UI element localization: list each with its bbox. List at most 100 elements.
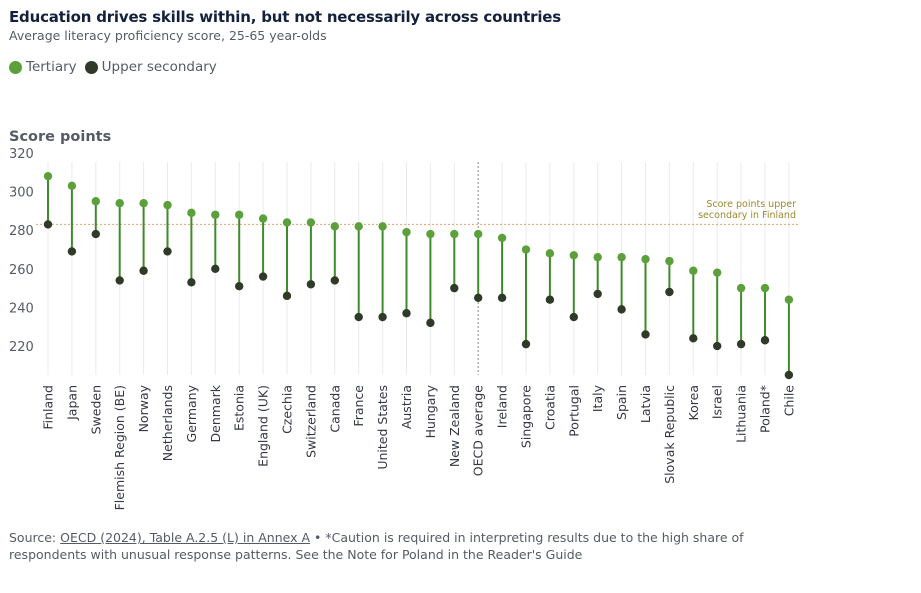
x-tick-label: France xyxy=(351,385,366,427)
x-tick-label: Chile xyxy=(781,385,796,417)
x-tick-label: Sweden xyxy=(88,385,103,434)
x-tick-label: Italy xyxy=(590,384,605,412)
x-tick-label: Portugal xyxy=(566,385,581,437)
point-tertiary xyxy=(258,214,268,223)
point-tertiary xyxy=(354,222,363,231)
point-upper-secondary xyxy=(378,312,387,322)
point-upper-secondary xyxy=(617,305,626,314)
x-tick-label: New Zealand xyxy=(447,385,462,467)
point-upper-secondary xyxy=(115,276,124,285)
point-tertiary xyxy=(378,222,387,231)
x-tick-label: Finland xyxy=(41,385,56,430)
point-upper-secondary xyxy=(450,283,459,293)
point-tertiary xyxy=(163,200,172,210)
point-tertiary xyxy=(521,245,531,254)
y-tick-label: 300 xyxy=(9,186,34,201)
point-tertiary xyxy=(784,295,794,304)
point-tertiary xyxy=(91,197,101,206)
legend: Tertiary Upper secondary xyxy=(9,59,225,75)
point-tertiary xyxy=(211,210,220,219)
point-upper-secondary xyxy=(282,291,292,301)
point-upper-secondary xyxy=(235,282,244,291)
point-upper-secondary xyxy=(736,339,746,349)
point-tertiary xyxy=(67,181,77,191)
dumbbell-chart: 220 240 260 280 300 320 Finland Japan Sweden Flem… xyxy=(9,147,800,510)
point-tertiary xyxy=(641,254,650,264)
x-tick-label: Canada xyxy=(327,385,342,433)
point-tertiary xyxy=(115,198,124,208)
x-tick-label: Ireland xyxy=(495,385,510,428)
point-upper-secondary xyxy=(521,339,531,349)
point-upper-secondary xyxy=(569,312,578,322)
point-tertiary xyxy=(593,253,602,262)
legend-item-tertiary[interactable]: Tertiary xyxy=(9,59,77,75)
point-upper-secondary xyxy=(211,264,220,274)
x-tick-label: Denmark xyxy=(208,384,223,442)
y-tick-label: 220 xyxy=(9,340,34,355)
point-upper-secondary xyxy=(760,336,770,345)
legend-swatch-tertiary xyxy=(9,60,22,74)
x-tick-label: Japan xyxy=(64,385,79,421)
point-tertiary xyxy=(402,227,411,237)
point-upper-secondary xyxy=(784,370,794,380)
x-tick-label: Norway xyxy=(136,384,151,432)
point-upper-secondary xyxy=(665,287,674,297)
point-tertiary xyxy=(736,283,746,293)
point-upper-secondary xyxy=(713,341,722,351)
point-tertiary xyxy=(617,253,626,262)
x-tick-label: United States xyxy=(375,385,390,470)
point-tertiary xyxy=(43,171,53,181)
x-tick-label: Hungary xyxy=(423,384,438,438)
point-upper-secondary xyxy=(689,334,698,343)
point-tertiary xyxy=(665,256,674,266)
legend-item-upper-secondary[interactable]: Upper secondary xyxy=(84,59,217,75)
legend-swatch-upper-secondary xyxy=(84,60,98,74)
x-tick-label: Israel xyxy=(710,385,725,419)
point-tertiary xyxy=(689,266,698,275)
point-tertiary xyxy=(760,283,770,293)
source-note: Source: OECD (2024), Table A.2.5 (L) in … xyxy=(9,529,809,563)
point-upper-secondary xyxy=(67,247,77,256)
point-tertiary xyxy=(497,233,507,243)
x-tick-label: Latvia xyxy=(638,385,653,423)
point-upper-secondary xyxy=(187,278,196,287)
legend-label-tertiary: Tertiary xyxy=(26,59,77,75)
point-tertiary xyxy=(187,208,196,218)
x-tick-label: England (UK) xyxy=(256,385,271,467)
point-tertiary xyxy=(139,198,148,208)
x-tick-label: Poland* xyxy=(758,385,773,433)
x-tick-label: Croatia xyxy=(542,385,557,430)
point-upper-secondary xyxy=(139,266,148,275)
point-upper-secondary xyxy=(91,229,101,239)
chart-subtitle: Average literacy proficiency score, 25-6… xyxy=(9,28,327,43)
point-upper-secondary xyxy=(258,272,268,281)
x-tick-label: Flemish Region (BE) xyxy=(112,385,127,510)
x-tick-label: Netherlands xyxy=(160,385,175,461)
y-axis-title: Score points xyxy=(9,129,112,145)
y-tick-label: 240 xyxy=(9,301,34,316)
x-tick-label: Austria xyxy=(399,385,414,429)
x-tick-label: OECD average xyxy=(471,385,486,477)
x-tick-label: Spain xyxy=(614,385,629,420)
x-tick-label: Germany xyxy=(184,384,199,442)
point-tertiary xyxy=(713,268,722,277)
point-upper-secondary xyxy=(43,220,53,229)
point-upper-secondary xyxy=(474,293,483,302)
point-upper-secondary xyxy=(330,276,339,285)
point-tertiary xyxy=(330,222,339,231)
x-tick-label: Czechia xyxy=(280,385,295,434)
chart-title: Education drives skills within, but not … xyxy=(9,8,561,26)
source-link[interactable]: OECD (2024), Table A.2.5 (L) in Annex A xyxy=(60,530,311,545)
x-tick-label: Lithuania xyxy=(734,385,749,443)
x-tick-label: Singapore xyxy=(519,385,534,448)
x-tick-label: Switzerland xyxy=(303,385,318,458)
x-tick-label: Korea xyxy=(686,385,701,420)
point-upper-secondary xyxy=(497,293,507,302)
point-upper-secondary xyxy=(354,312,363,322)
point-tertiary xyxy=(235,210,244,219)
point-upper-secondary xyxy=(402,309,411,318)
point-tertiary xyxy=(426,229,435,239)
source-prefix: Source: xyxy=(9,530,61,545)
y-tick-label: 260 xyxy=(9,263,34,278)
legend-label-upper-secondary: Upper secondary xyxy=(101,59,217,75)
